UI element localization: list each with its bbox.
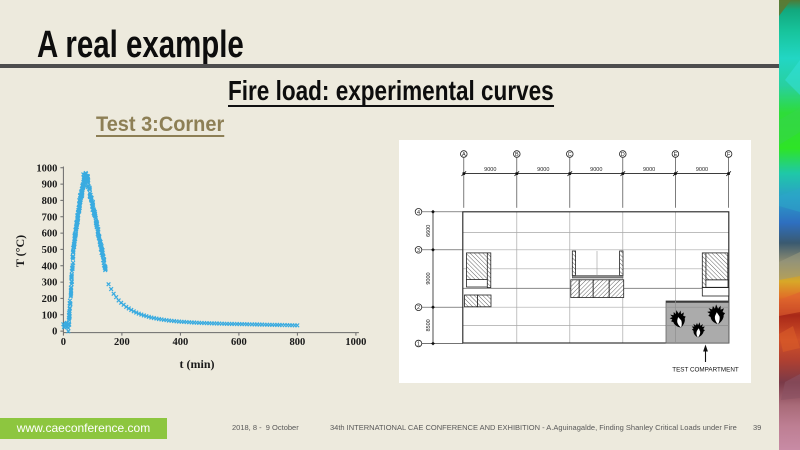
svg-text:C: C	[568, 152, 572, 158]
svg-text:9000: 9000	[696, 167, 708, 173]
svg-text:3: 3	[417, 248, 420, 254]
svg-text:2: 2	[417, 305, 420, 311]
svg-text:8500: 8500	[426, 319, 432, 331]
svg-text:300: 300	[42, 278, 58, 289]
svg-text:900: 900	[42, 180, 58, 191]
svg-text:700: 700	[42, 212, 58, 223]
svg-text:200: 200	[114, 337, 130, 348]
svg-text:A: A	[462, 152, 466, 158]
svg-text:1000: 1000	[36, 163, 57, 174]
svg-text:800: 800	[290, 337, 306, 348]
svg-text:200: 200	[42, 294, 58, 305]
svg-text:F: F	[727, 152, 731, 158]
svg-text:600: 600	[231, 337, 247, 348]
svg-text:1: 1	[417, 342, 420, 348]
svg-text:0: 0	[61, 337, 66, 348]
svg-text:6600: 6600	[426, 225, 432, 237]
svg-text:9000: 9000	[484, 167, 496, 173]
svg-text:100: 100	[42, 310, 58, 321]
svg-text:0: 0	[52, 327, 57, 338]
svg-text:9000: 9000	[643, 167, 655, 173]
svg-text:400: 400	[42, 261, 58, 272]
svg-text:600: 600	[42, 229, 58, 240]
svg-text:T (°C): T (°C)	[13, 235, 27, 267]
svg-text:D: D	[621, 152, 625, 158]
svg-text:TEST COMPARTMENT: TEST COMPARTMENT	[672, 367, 739, 374]
svg-text:t (min): t (min)	[180, 357, 215, 371]
svg-text:9000: 9000	[537, 167, 549, 173]
svg-text:1000: 1000	[345, 337, 366, 348]
svg-text:9000: 9000	[590, 167, 602, 173]
svg-text:E: E	[674, 152, 678, 158]
svg-text:500: 500	[42, 245, 58, 256]
svg-text:800: 800	[42, 196, 58, 207]
svg-text:4: 4	[417, 210, 420, 216]
svg-text:9000: 9000	[426, 272, 432, 284]
svg-text:400: 400	[173, 337, 189, 348]
svg-text:B: B	[515, 152, 519, 158]
